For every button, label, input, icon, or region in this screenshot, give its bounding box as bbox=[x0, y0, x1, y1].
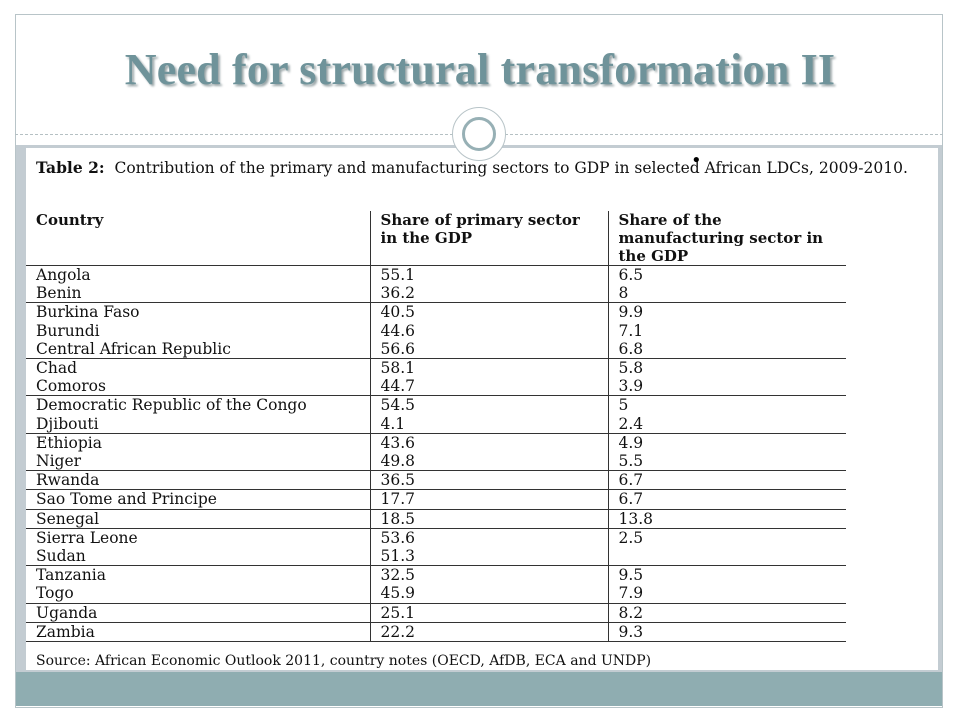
ornament-ring bbox=[462, 117, 496, 151]
cell-primary: 45.9 bbox=[369, 584, 608, 604]
cell-primary: 44.7 bbox=[369, 377, 608, 397]
cell-primary: 4.1 bbox=[369, 414, 608, 434]
cell-country: Democratic Republic of the Congo bbox=[36, 396, 307, 415]
table-row: Rwanda 36.5 6.7 bbox=[26, 470, 846, 491]
cell-manufacturing: 5.8 bbox=[607, 358, 846, 378]
table-row: Chad 58.1 5.8 bbox=[26, 358, 846, 378]
table-row: Zambia 22.2 9.3 bbox=[26, 622, 846, 643]
gdp-table: Country Share of primary sector in the G… bbox=[26, 211, 846, 643]
table-row: Sao Tome and Principe 17.7 6.7 bbox=[26, 489, 846, 510]
cell-country: Uganda bbox=[26, 603, 370, 623]
cell-primary: 36.5 bbox=[369, 470, 608, 491]
cell-primary: 44.6 bbox=[369, 321, 608, 340]
cell-country: Benin bbox=[26, 284, 370, 304]
cell-primary: 25.1 bbox=[369, 603, 608, 623]
cell-country: Central African Republic bbox=[26, 339, 370, 360]
cell-manufacturing: 8 bbox=[607, 284, 846, 304]
table-row: Niger 49.8 5.5 bbox=[26, 452, 846, 472]
cell-primary: 18.5 bbox=[369, 509, 608, 529]
cell-primary: 36.2 bbox=[369, 284, 608, 304]
header-primary: Share of primary sector in the GDP bbox=[369, 211, 608, 266]
cell-primary: 51.3 bbox=[369, 547, 608, 567]
cell-country: Djibouti bbox=[26, 414, 370, 434]
table-row: Central African Republic 56.6 6.8 bbox=[26, 339, 846, 360]
cell-manufacturing: 6.5 bbox=[607, 265, 846, 285]
cell-manufacturing: 9.5 bbox=[607, 565, 846, 585]
divider-ornament bbox=[452, 107, 506, 161]
table-row: Djibouti 4.1 2.4 bbox=[26, 414, 846, 434]
cell-country: Comoros bbox=[26, 377, 370, 397]
cell-primary: 40.5 bbox=[369, 302, 608, 322]
slide-frame bbox=[15, 14, 943, 708]
cell-manufacturing: 2.4 bbox=[607, 414, 846, 434]
cell-country: Angola bbox=[36, 266, 91, 284]
cell-manufacturing: 8.2 bbox=[607, 603, 846, 623]
header-manufacturing: Share of the manufacturing sector in the… bbox=[607, 211, 846, 266]
cell-manufacturing: 6.8 bbox=[607, 339, 846, 360]
cell-country: Zambia bbox=[26, 622, 370, 643]
table-row: Burkina Faso 40.5 9.9 bbox=[26, 302, 846, 322]
cell-country: Tanzania bbox=[36, 566, 106, 585]
table-row: Comoros 44.7 3.9 bbox=[26, 377, 846, 397]
cell-country: Senegal bbox=[26, 509, 370, 529]
cell-primary: 32.5 bbox=[369, 565, 608, 585]
cell-manufacturing: 6.7 bbox=[607, 489, 846, 510]
cell-manufacturing: 5 bbox=[607, 395, 846, 415]
cell-manufacturing: 7.9 bbox=[607, 584, 846, 604]
cell-country: Chad bbox=[36, 359, 78, 378]
table-row: Benin 36.2 8 bbox=[26, 284, 846, 304]
header-country: Country bbox=[26, 211, 370, 266]
table-body: Angola 55.1 6.5 Benin 36.2 8 Burkina Faso 40.5 9… bbox=[26, 265, 846, 643]
cell-country: Burkina Faso bbox=[36, 303, 140, 322]
table-row: Burundi 44.6 7.1 bbox=[26, 321, 846, 340]
cell-manufacturing: 3.9 bbox=[607, 377, 846, 397]
cell-primary: 54.5 bbox=[369, 395, 608, 415]
cell-manufacturing: 5.5 bbox=[607, 452, 846, 472]
cell-primary: 55.1 bbox=[369, 265, 608, 285]
cell-primary: 56.6 bbox=[369, 339, 608, 360]
table-row: Ethiopia 43.6 4.9 bbox=[26, 433, 846, 453]
table-row: Democratic Republic of the Congo 54.5 5 bbox=[26, 395, 846, 415]
cell-primary: 53.6 bbox=[369, 528, 608, 548]
table-row: Angola 55.1 6.5 bbox=[26, 265, 846, 285]
cell-primary: 22.2 bbox=[369, 622, 608, 643]
cell-primary: 49.8 bbox=[369, 452, 608, 472]
cell-country: Burundi bbox=[36, 321, 100, 340]
table-row: Senegal 18.5 13.8 bbox=[26, 509, 846, 529]
table-row: Uganda 25.1 8.2 bbox=[26, 603, 846, 623]
cell-manufacturing: 7.1 bbox=[607, 321, 846, 340]
table-source: Source: African Economic Outlook 2011, c… bbox=[36, 653, 652, 669]
cell-country: Sierra Leone bbox=[36, 528, 138, 547]
cell-manufacturing: 9.3 bbox=[607, 622, 846, 643]
cell-manufacturing: 6.7 bbox=[607, 470, 846, 491]
table-row: Tanzania 32.5 9.5 bbox=[26, 565, 846, 585]
cell-country: Sudan bbox=[26, 547, 370, 567]
cell-manufacturing: 4.9 bbox=[607, 433, 846, 453]
cell-country: Rwanda bbox=[26, 470, 370, 491]
table-caption: Table 2: Contribution of the primary and… bbox=[36, 158, 932, 178]
table-row: Sierra Leone 53.6 2.5 bbox=[26, 528, 846, 548]
slide-title: Need for structural transformation II bbox=[124, 45, 836, 94]
cell-manufacturing bbox=[607, 547, 846, 567]
caption-label: Table 2: bbox=[36, 158, 105, 177]
cell-primary: 43.6 bbox=[369, 433, 608, 453]
cell-country: Ethiopia bbox=[36, 433, 102, 452]
cell-primary: 17.7 bbox=[369, 489, 608, 510]
cell-country: Togo bbox=[26, 584, 370, 604]
cell-country: Sao Tome and Principe bbox=[26, 489, 370, 510]
table-image: Table 2: Contribution of the primary and… bbox=[26, 148, 938, 670]
footer-band bbox=[16, 672, 942, 706]
caption-text: Contribution of the primary and manufact… bbox=[114, 159, 908, 177]
cell-manufacturing: 9.9 bbox=[607, 302, 846, 322]
cell-country: Niger bbox=[26, 452, 370, 472]
table-row: Sudan 51.3 bbox=[26, 547, 846, 567]
cell-primary: 58.1 bbox=[369, 358, 608, 378]
cell-manufacturing: 13.8 bbox=[607, 509, 846, 529]
table-row: Togo 45.9 7.9 bbox=[26, 584, 846, 604]
bullet-point: • bbox=[691, 150, 702, 171]
cell-manufacturing: 2.5 bbox=[607, 528, 846, 548]
table-header-row: Country Share of primary sector in the G… bbox=[26, 211, 846, 266]
